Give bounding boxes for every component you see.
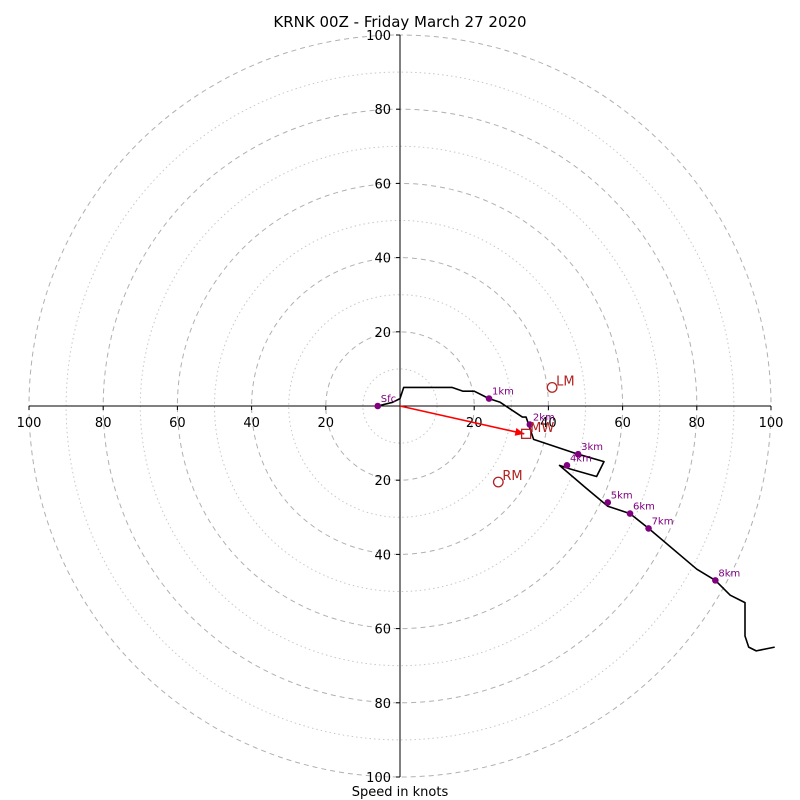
x-tick-label: 100 [759, 416, 784, 431]
wind-profile [377, 386, 775, 652]
x-axis-label: Speed in knots [352, 785, 449, 800]
height-point [604, 499, 612, 506]
motion-label: LM [556, 374, 574, 389]
motion-marker [520, 428, 532, 439]
x-tick-label: 60 [614, 416, 631, 431]
height-point [485, 395, 493, 402]
y-tick-label: 100 [366, 29, 391, 44]
y-tick-label: 60 [374, 623, 391, 638]
x-tick-label: 40 [243, 416, 260, 431]
height-point [374, 402, 382, 410]
wind-profile-line [377, 386, 775, 652]
height-point [563, 462, 571, 469]
x-tick-label: 20 [466, 416, 483, 431]
x-tick-label: 60 [169, 416, 186, 431]
height-point-label: 3km [581, 442, 603, 453]
x-tick-label: 100 [17, 416, 42, 431]
height-point-label: 1km [492, 387, 514, 398]
height-point-label: 5km [611, 490, 633, 501]
height-point-label: 8km [718, 568, 740, 579]
motion-label: RM [502, 469, 522, 484]
x-tick-label: 80 [95, 416, 112, 431]
y-tick-label: 80 [374, 103, 391, 118]
height-point [645, 525, 652, 532]
chart-title: KRNK 00Z - Friday March 27 2020 [273, 13, 526, 31]
x-tick-label: 20 [318, 416, 335, 431]
x-tick-label: 40 [540, 416, 557, 431]
y-tick-label: 20 [374, 326, 391, 341]
tick-labels: 100 80 60 40 20 20 40 60 80 100 100 80 60 40 20 20 40 60 8… [17, 29, 784, 786]
motion-marker [492, 476, 504, 488]
height-point-label: Sfc [381, 394, 396, 405]
height-point-label: 7km [652, 516, 674, 527]
motion-label: MW [530, 421, 554, 436]
height-point-label: 2km [533, 413, 555, 424]
y-tick-label: 20 [374, 474, 391, 489]
height-point [526, 421, 534, 428]
height-point-label: 4km [570, 453, 592, 464]
motion-marker [546, 382, 558, 393]
height-point [626, 510, 634, 517]
y-tick-label: 40 [374, 252, 391, 267]
height-point [574, 450, 582, 458]
y-tick-label: 40 [374, 548, 391, 563]
mean-wind-vector [399, 405, 525, 436]
y-tick-label: 80 [374, 697, 391, 712]
storm-motion-markers: LM RM MW [492, 374, 575, 488]
x-tick-label: 80 [689, 416, 706, 431]
mean-wind-vector-line [399, 405, 525, 435]
height-point-label: 6km [633, 502, 655, 513]
y-tick-label: 100 [366, 771, 391, 786]
height-point [712, 577, 719, 584]
y-tick-label: 60 [374, 177, 391, 192]
